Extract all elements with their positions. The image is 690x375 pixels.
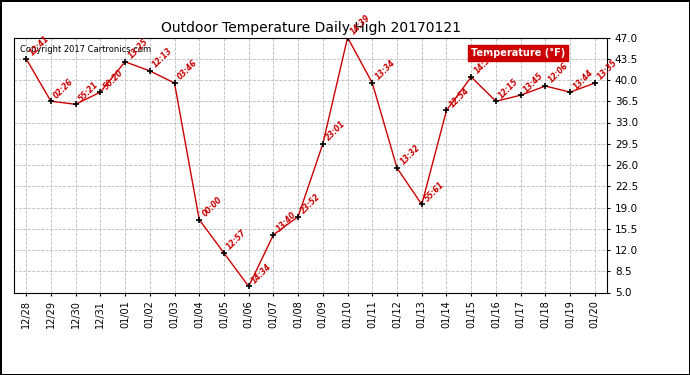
Text: 55:21: 55:21 [77, 80, 100, 103]
Text: 00:00: 00:00 [201, 195, 224, 218]
Text: Copyright 2017 Cartronics.com: Copyright 2017 Cartronics.com [20, 45, 151, 54]
Text: 12:57: 12:57 [225, 228, 248, 252]
Text: 23:01: 23:01 [324, 119, 348, 142]
Text: 13:32: 13:32 [398, 144, 422, 167]
Text: 12:06: 12:06 [546, 62, 570, 85]
Text: 50:20: 50:20 [101, 68, 125, 91]
Text: 13:34: 13:34 [373, 58, 397, 82]
Text: 12:15: 12:15 [497, 77, 520, 100]
Text: 12:41: 12:41 [28, 34, 51, 57]
Text: Temperature (°F): Temperature (°F) [471, 48, 565, 58]
Text: 14:39: 14:39 [349, 13, 372, 36]
Text: 14:34: 14:34 [250, 262, 273, 285]
Text: 12:54: 12:54 [448, 86, 471, 109]
Text: 13:44: 13:44 [571, 68, 595, 91]
Text: 13:35: 13:35 [596, 58, 620, 82]
Text: 14:33: 14:33 [473, 53, 496, 76]
Text: 12:13: 12:13 [151, 46, 175, 70]
Text: 13:45: 13:45 [522, 70, 545, 94]
Title: Outdoor Temperature Daily High 20170121: Outdoor Temperature Daily High 20170121 [161, 21, 460, 35]
Text: 13:25: 13:25 [126, 37, 150, 61]
Text: 23:52: 23:52 [299, 192, 323, 215]
Text: 02:26: 02:26 [52, 77, 75, 100]
Text: 13:40: 13:40 [275, 210, 298, 234]
Text: 55:61: 55:61 [423, 180, 446, 203]
Text: 03:46: 03:46 [176, 58, 199, 82]
